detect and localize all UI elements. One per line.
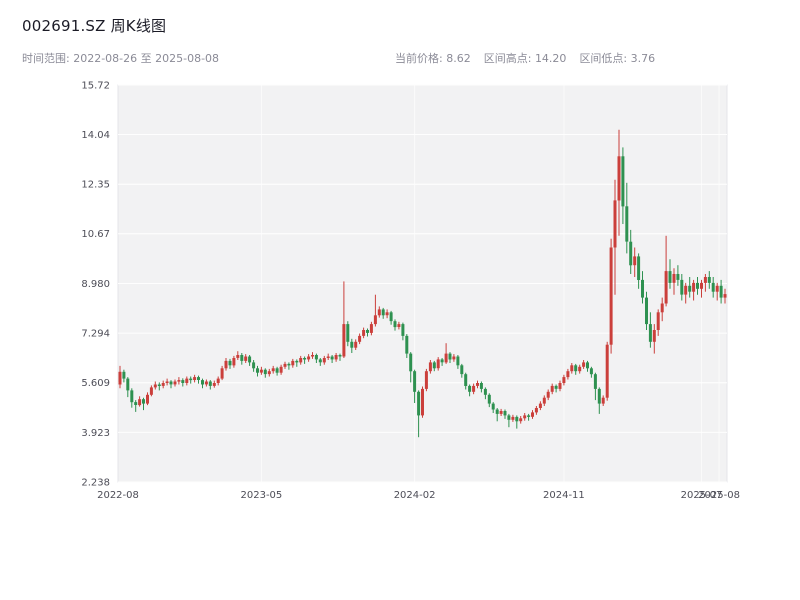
date-range-text: 时间范围: 2022-08-26 至 2025-08-08 (22, 52, 220, 65)
svg-text:2023-05: 2023-05 (241, 490, 283, 501)
svg-text:5.609: 5.609 (81, 378, 110, 389)
price-stats: 当前价格: 8.62 区间高点: 14.20 区间低点: 3.76 (395, 50, 655, 66)
grid-lines (118, 84, 727, 483)
candles (118, 129, 727, 438)
stat-value: 8.62 (446, 52, 471, 65)
stat-label: 区间低点: (579, 52, 628, 65)
stat-value: 3.76 (630, 52, 656, 65)
stat-range-high: 区间高点: 14.20 (484, 52, 567, 65)
stat-label: 区间高点: (483, 52, 532, 65)
svg-text:2025-07: 2025-07 (681, 490, 723, 501)
svg-text:14.04: 14.04 (81, 130, 110, 141)
svg-text:2024-11: 2024-11 (543, 490, 585, 501)
page-title: 002691.SZ 周K线图 (22, 17, 167, 35)
stat-label: 当前价格: (395, 52, 443, 65)
x-axis-labels: 2022-08 2023-05 2024-02 2024-11 2025-072025-… (97, 490, 740, 501)
stat-value: 14.20 (534, 52, 567, 65)
svg-text:3.923: 3.923 (81, 428, 110, 439)
svg-text:2.238: 2.238 (81, 478, 110, 489)
stat-range-low: 区间低点: 3.76 (579, 52, 655, 65)
svg-text:2022-08: 2022-08 (97, 490, 139, 501)
svg-text:2025-08: 2025-08 (698, 490, 740, 501)
y-axis-labels: 2.238 3.923 5.609 7.294 8.980 10.67 12.35 14.04… (81, 81, 110, 489)
svg-text:7.294: 7.294 (81, 329, 110, 340)
svg-text:10.67: 10.67 (81, 229, 110, 240)
svg-text:15.72: 15.72 (81, 81, 110, 92)
svg-text:8.980: 8.980 (81, 279, 110, 290)
svg-text:12.35: 12.35 (81, 180, 110, 191)
svg-text:2024-02: 2024-02 (394, 490, 436, 501)
stat-current-price: 当前价格: 8.62 (395, 52, 471, 65)
